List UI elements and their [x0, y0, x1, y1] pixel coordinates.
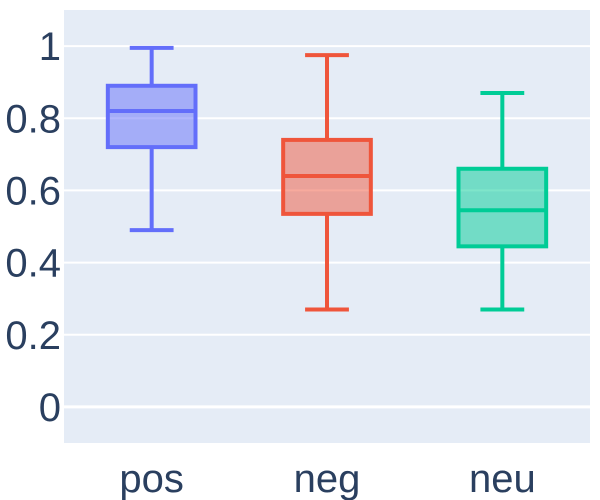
y-tick-label: 0.4 — [5, 242, 61, 286]
y-tick-label: 0.8 — [5, 97, 61, 141]
y-tick-label: 0 — [39, 386, 61, 430]
y-tick-label: 0.6 — [5, 169, 61, 213]
box-pos[interactable] — [105, 45, 198, 233]
box-neu[interactable] — [456, 90, 549, 312]
x-axis-tick-labels: pos neg neu — [119, 457, 535, 500]
y-axis-tick-labels: 0 0.2 0.4 0.6 0.8 1 — [5, 25, 61, 430]
boxes — [105, 45, 549, 312]
x-tick-label: pos — [119, 457, 184, 500]
interquartile-box — [105, 83, 198, 150]
y-tick-label: 1 — [39, 25, 61, 69]
interquartile-box — [456, 166, 549, 249]
x-tick-label: neu — [469, 457, 536, 500]
x-tick-label: neg — [294, 457, 361, 500]
box-neg[interactable] — [281, 53, 373, 312]
y-tick-label: 0.2 — [5, 314, 61, 358]
